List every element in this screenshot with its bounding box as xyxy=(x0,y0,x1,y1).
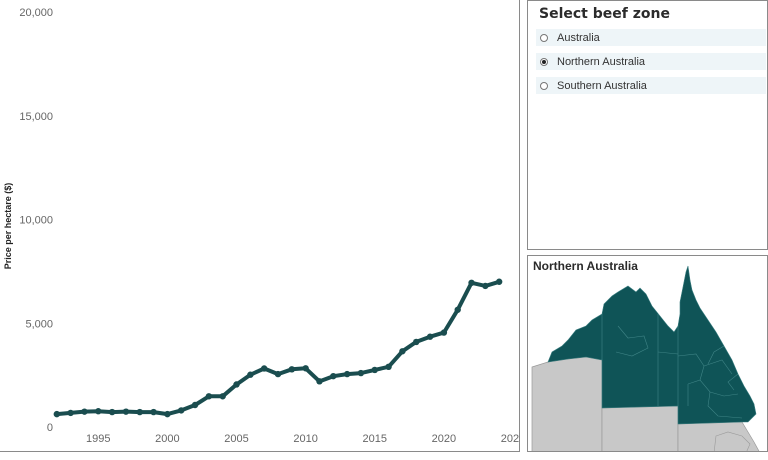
data-point[interactable] xyxy=(357,369,365,377)
western-australia-region[interactable] xyxy=(531,356,603,452)
data-point[interactable] xyxy=(302,365,309,372)
y-tick-label: 20,000 xyxy=(19,7,53,19)
data-point[interactable] xyxy=(260,365,268,372)
x-tick-label: 2020 xyxy=(432,433,456,445)
selector-title: Select beef zone xyxy=(539,6,670,22)
data-point[interactable] xyxy=(343,370,351,378)
data-point[interactable] xyxy=(81,408,88,415)
radio-checked-icon[interactable] xyxy=(540,57,548,66)
y-tick-labels: 0 5,000 10,000 15,000 20,000 xyxy=(19,7,53,434)
data-point[interactable] xyxy=(122,408,130,415)
radio-unchecked-icon[interactable] xyxy=(540,33,548,42)
data-point[interactable] xyxy=(247,371,254,378)
data-point[interactable] xyxy=(316,378,323,385)
x-tick-label: 2000 xyxy=(155,433,179,445)
data-point[interactable] xyxy=(288,366,296,373)
data-point[interactable] xyxy=(108,408,116,416)
radio-option-northern-australia[interactable]: Northern Australia xyxy=(536,53,766,70)
data-point[interactable] xyxy=(371,366,378,374)
data-point[interactable] xyxy=(468,279,475,286)
y-axis-label: Price per hectare ($) xyxy=(3,183,13,270)
region-boundaries xyxy=(601,314,743,419)
radio-option-southern-australia[interactable]: Southern Australia xyxy=(536,77,766,94)
data-point[interactable] xyxy=(413,338,420,346)
data-point[interactable] xyxy=(482,282,489,290)
y-tick-label: 0 xyxy=(47,422,53,434)
radio-label: Australia xyxy=(557,31,600,44)
data-point[interactable] xyxy=(67,409,74,417)
y-tick-label: 5,000 xyxy=(25,318,53,330)
region-map-panel: Northern Australia xyxy=(527,255,768,452)
data-point[interactable] xyxy=(426,333,434,340)
price-line-chart: Price per hectare ($) 0 5,000 10,000 15,000… xyxy=(3,7,520,445)
data-point[interactable] xyxy=(330,372,337,380)
data-point[interactable] xyxy=(495,278,503,285)
x-tick-label: 1995 xyxy=(86,433,110,445)
data-point[interactable] xyxy=(399,348,406,355)
x-tick-labels: 1995 2000 2005 2010 2015 2020 2025 xyxy=(86,433,520,445)
radio-option-australia[interactable]: Australia xyxy=(536,29,766,46)
data-point[interactable] xyxy=(274,370,282,378)
x-tick-label: 2015 xyxy=(363,433,387,445)
radio-label: Northern Australia xyxy=(557,55,646,68)
data-point[interactable] xyxy=(233,381,240,388)
data-point[interactable] xyxy=(53,410,61,418)
data-point[interactable] xyxy=(191,401,199,409)
data-point[interactable] xyxy=(95,408,102,415)
series-points xyxy=(53,278,503,418)
x-tick-label: 2010 xyxy=(293,433,317,445)
y-tick-label: 10,000 xyxy=(19,215,53,227)
radio-label: Southern Australia xyxy=(557,79,647,92)
series-line xyxy=(54,279,502,417)
victoria-coast-region xyxy=(713,431,751,451)
x-tick-label: 2005 xyxy=(224,433,248,445)
data-point[interactable] xyxy=(136,408,143,416)
data-point[interactable] xyxy=(150,408,157,416)
data-point[interactable] xyxy=(219,393,226,400)
map-title: Northern Australia xyxy=(533,259,638,273)
data-point[interactable] xyxy=(164,410,171,418)
beef-zone-selector: Select beef zone Australia Northern Aust… xyxy=(527,0,768,250)
data-point[interactable] xyxy=(440,329,448,336)
data-point[interactable] xyxy=(178,407,185,414)
chart-panel: Price per hectare ($) 0 5,000 10,000 15,000… xyxy=(0,0,520,452)
australia-map-icon xyxy=(531,265,760,452)
x-tick-label: 2025 xyxy=(501,433,520,445)
data-point[interactable] xyxy=(385,363,392,371)
radio-unchecked-icon[interactable] xyxy=(540,81,548,90)
south-australia-region[interactable] xyxy=(601,405,679,452)
y-tick-label: 15,000 xyxy=(19,111,53,123)
data-point[interactable] xyxy=(454,306,461,313)
data-point[interactable] xyxy=(205,393,213,400)
